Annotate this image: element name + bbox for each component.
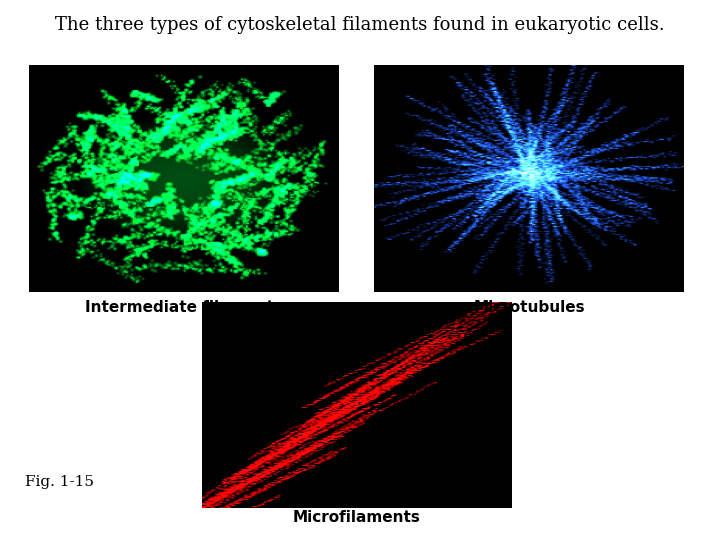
Text: Microtubules: Microtubules <box>473 300 585 315</box>
Text: Microfilaments: Microfilaments <box>292 510 420 525</box>
Text: The three types of cytoskeletal filaments found in eukaryotic cells.: The three types of cytoskeletal filament… <box>55 16 665 34</box>
Text: Fig. 1-15: Fig. 1-15 <box>25 475 94 489</box>
Text: Intermediate filaments: Intermediate filaments <box>85 300 283 315</box>
